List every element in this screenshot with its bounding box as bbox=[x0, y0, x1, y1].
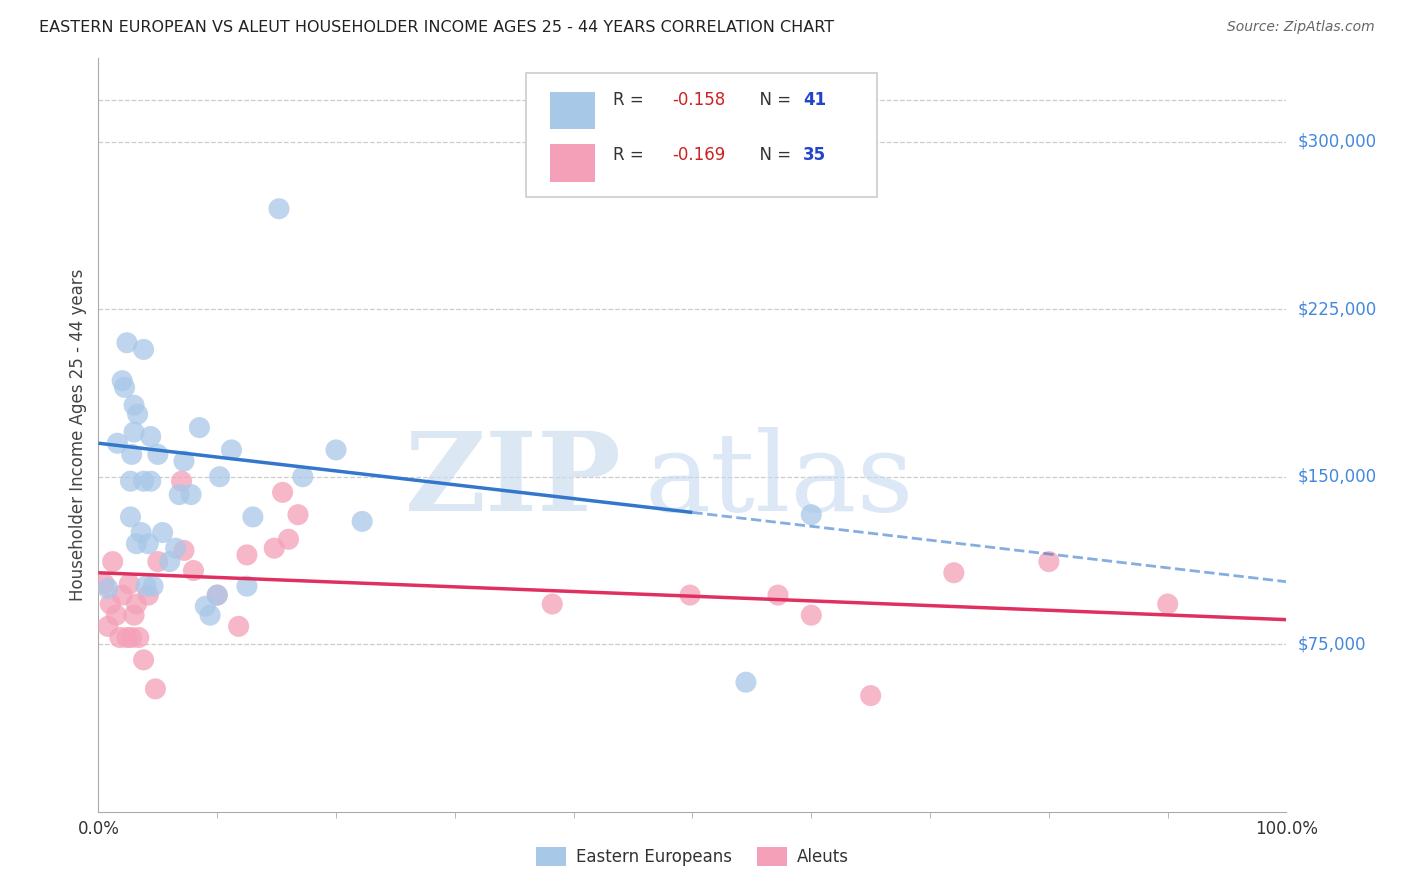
Point bbox=[541, 597, 564, 611]
Point bbox=[146, 555, 169, 569]
Text: N =: N = bbox=[749, 91, 797, 109]
Point bbox=[139, 474, 162, 488]
Point bbox=[167, 487, 190, 501]
Point bbox=[242, 510, 264, 524]
Point bbox=[97, 582, 120, 596]
Point bbox=[132, 474, 155, 488]
Point bbox=[122, 608, 145, 623]
Text: 35: 35 bbox=[803, 146, 827, 164]
Point bbox=[129, 525, 152, 540]
Point bbox=[291, 469, 314, 483]
Bar bbox=[550, 92, 595, 129]
Point bbox=[107, 436, 129, 450]
Point bbox=[325, 442, 347, 457]
Text: $150,000: $150,000 bbox=[1298, 467, 1376, 486]
Point bbox=[146, 447, 169, 461]
Point bbox=[173, 454, 195, 468]
Point bbox=[105, 608, 128, 623]
Point bbox=[1038, 555, 1060, 569]
Point bbox=[800, 608, 823, 623]
Point bbox=[139, 429, 162, 443]
Point bbox=[859, 689, 882, 703]
Text: Source: ZipAtlas.com: Source: ZipAtlas.com bbox=[1227, 20, 1375, 34]
Text: atlas: atlas bbox=[645, 426, 914, 533]
Point bbox=[188, 420, 211, 434]
Point bbox=[679, 588, 702, 602]
Point bbox=[198, 608, 221, 623]
Point bbox=[108, 631, 131, 645]
Text: $75,000: $75,000 bbox=[1298, 635, 1367, 653]
Point bbox=[122, 425, 145, 439]
Text: EASTERN EUROPEAN VS ALEUT HOUSEHOLDER INCOME AGES 25 - 44 YEARS CORRELATION CHAR: EASTERN EUROPEAN VS ALEUT HOUSEHOLDER IN… bbox=[39, 20, 835, 35]
Point bbox=[352, 515, 374, 529]
Point bbox=[122, 398, 145, 412]
Point bbox=[111, 588, 134, 602]
Point bbox=[277, 533, 299, 547]
Point bbox=[136, 588, 159, 602]
Point bbox=[120, 474, 142, 488]
Point bbox=[165, 541, 187, 556]
Point bbox=[287, 508, 309, 522]
Point bbox=[114, 380, 136, 394]
Point bbox=[208, 469, 231, 483]
Point bbox=[120, 510, 142, 524]
Point bbox=[267, 202, 290, 216]
Point bbox=[132, 343, 155, 357]
Point bbox=[142, 579, 165, 593]
Y-axis label: Householder Income Ages 25 - 44 years: Householder Income Ages 25 - 44 years bbox=[69, 268, 87, 601]
Legend: Eastern Europeans, Aleuts: Eastern Europeans, Aleuts bbox=[529, 841, 856, 872]
Text: R =: R = bbox=[613, 91, 648, 109]
Point bbox=[207, 588, 229, 602]
Point bbox=[207, 588, 229, 602]
Text: -0.169: -0.169 bbox=[672, 146, 725, 164]
Text: ZIP: ZIP bbox=[405, 426, 621, 533]
Point bbox=[115, 631, 138, 645]
Point bbox=[115, 335, 138, 350]
Text: N =: N = bbox=[749, 146, 797, 164]
Point bbox=[111, 374, 134, 388]
Point bbox=[121, 631, 143, 645]
Point bbox=[132, 653, 155, 667]
Point bbox=[800, 508, 823, 522]
Point bbox=[136, 537, 159, 551]
Point bbox=[236, 548, 259, 562]
Point bbox=[173, 543, 195, 558]
Point bbox=[735, 675, 758, 690]
Point bbox=[125, 597, 148, 611]
Bar bbox=[550, 145, 595, 182]
Point bbox=[135, 579, 157, 593]
Point bbox=[128, 631, 150, 645]
Point bbox=[180, 487, 202, 501]
Point bbox=[263, 541, 285, 556]
Point bbox=[221, 442, 243, 457]
Point bbox=[942, 566, 965, 580]
Point bbox=[159, 555, 181, 569]
Point bbox=[236, 579, 259, 593]
Point bbox=[97, 619, 120, 633]
Text: 41: 41 bbox=[803, 91, 827, 109]
Point bbox=[183, 564, 205, 578]
Point bbox=[145, 681, 167, 696]
Point bbox=[127, 407, 149, 421]
Text: $225,000: $225,000 bbox=[1298, 301, 1376, 318]
Point bbox=[121, 447, 143, 461]
Point bbox=[125, 537, 148, 551]
Text: R =: R = bbox=[613, 146, 648, 164]
Text: $300,000: $300,000 bbox=[1298, 133, 1376, 151]
Point bbox=[93, 577, 115, 591]
Point bbox=[101, 555, 124, 569]
Point bbox=[194, 599, 217, 614]
Point bbox=[152, 525, 174, 540]
Point bbox=[1156, 597, 1178, 611]
Point bbox=[766, 588, 789, 602]
Point bbox=[228, 619, 250, 633]
Point bbox=[98, 597, 121, 611]
Point bbox=[118, 577, 141, 591]
FancyBboxPatch shape bbox=[526, 73, 876, 197]
Point bbox=[170, 474, 193, 488]
Point bbox=[271, 485, 294, 500]
Text: -0.158: -0.158 bbox=[672, 91, 725, 109]
